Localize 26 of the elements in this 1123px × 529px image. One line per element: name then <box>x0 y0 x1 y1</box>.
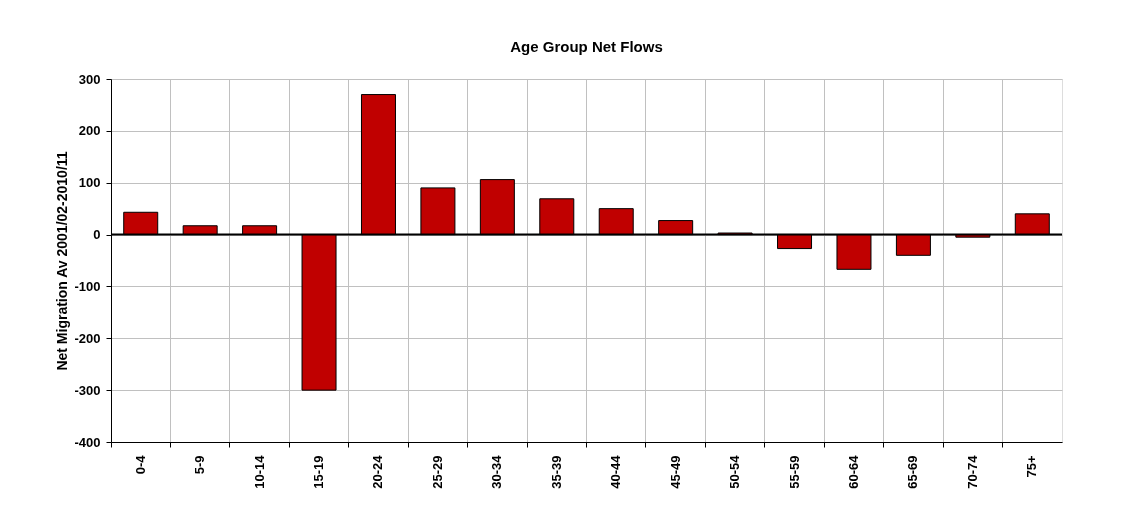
x-tick-label: 30-34 <box>489 454 505 489</box>
x-tick-label: 50-54 <box>727 454 743 489</box>
y-tick-label: -300 <box>74 382 101 398</box>
x-tick-label: 5-9 <box>192 455 208 475</box>
x-tick-label: 65-69 <box>905 455 921 489</box>
y-tick-label: 300 <box>78 71 101 87</box>
x-tick-label: 60-64 <box>845 454 861 489</box>
x-tick-label: 0-4 <box>132 454 148 475</box>
x-tick-label: 10-14 <box>251 454 267 489</box>
x-tick-label: 75+ <box>1024 455 1040 478</box>
y-tick-label: 0 <box>93 227 101 243</box>
x-tick-label: 55-59 <box>786 455 802 489</box>
y-axis-title: Net Migration Av 2001/02-2010/11 <box>54 151 71 371</box>
chart-title: Age Group Net Flows <box>510 38 663 55</box>
y-tick-label: -400 <box>74 434 101 450</box>
y-tick-label: -200 <box>74 330 101 346</box>
x-tick-label: 15-19 <box>311 455 327 489</box>
x-tick-label: 25-29 <box>429 455 445 489</box>
y-tick-label: 200 <box>78 123 101 139</box>
x-tick-label: 35-39 <box>548 455 564 489</box>
y-tick-label: -100 <box>74 278 101 294</box>
x-tick-label: 45-49 <box>667 455 683 489</box>
x-tick-label: 70-74 <box>964 454 980 489</box>
x-tick-label: 40-44 <box>608 454 624 489</box>
y-tick-label: 100 <box>78 175 101 191</box>
x-tick-label: 20-24 <box>370 454 386 489</box>
